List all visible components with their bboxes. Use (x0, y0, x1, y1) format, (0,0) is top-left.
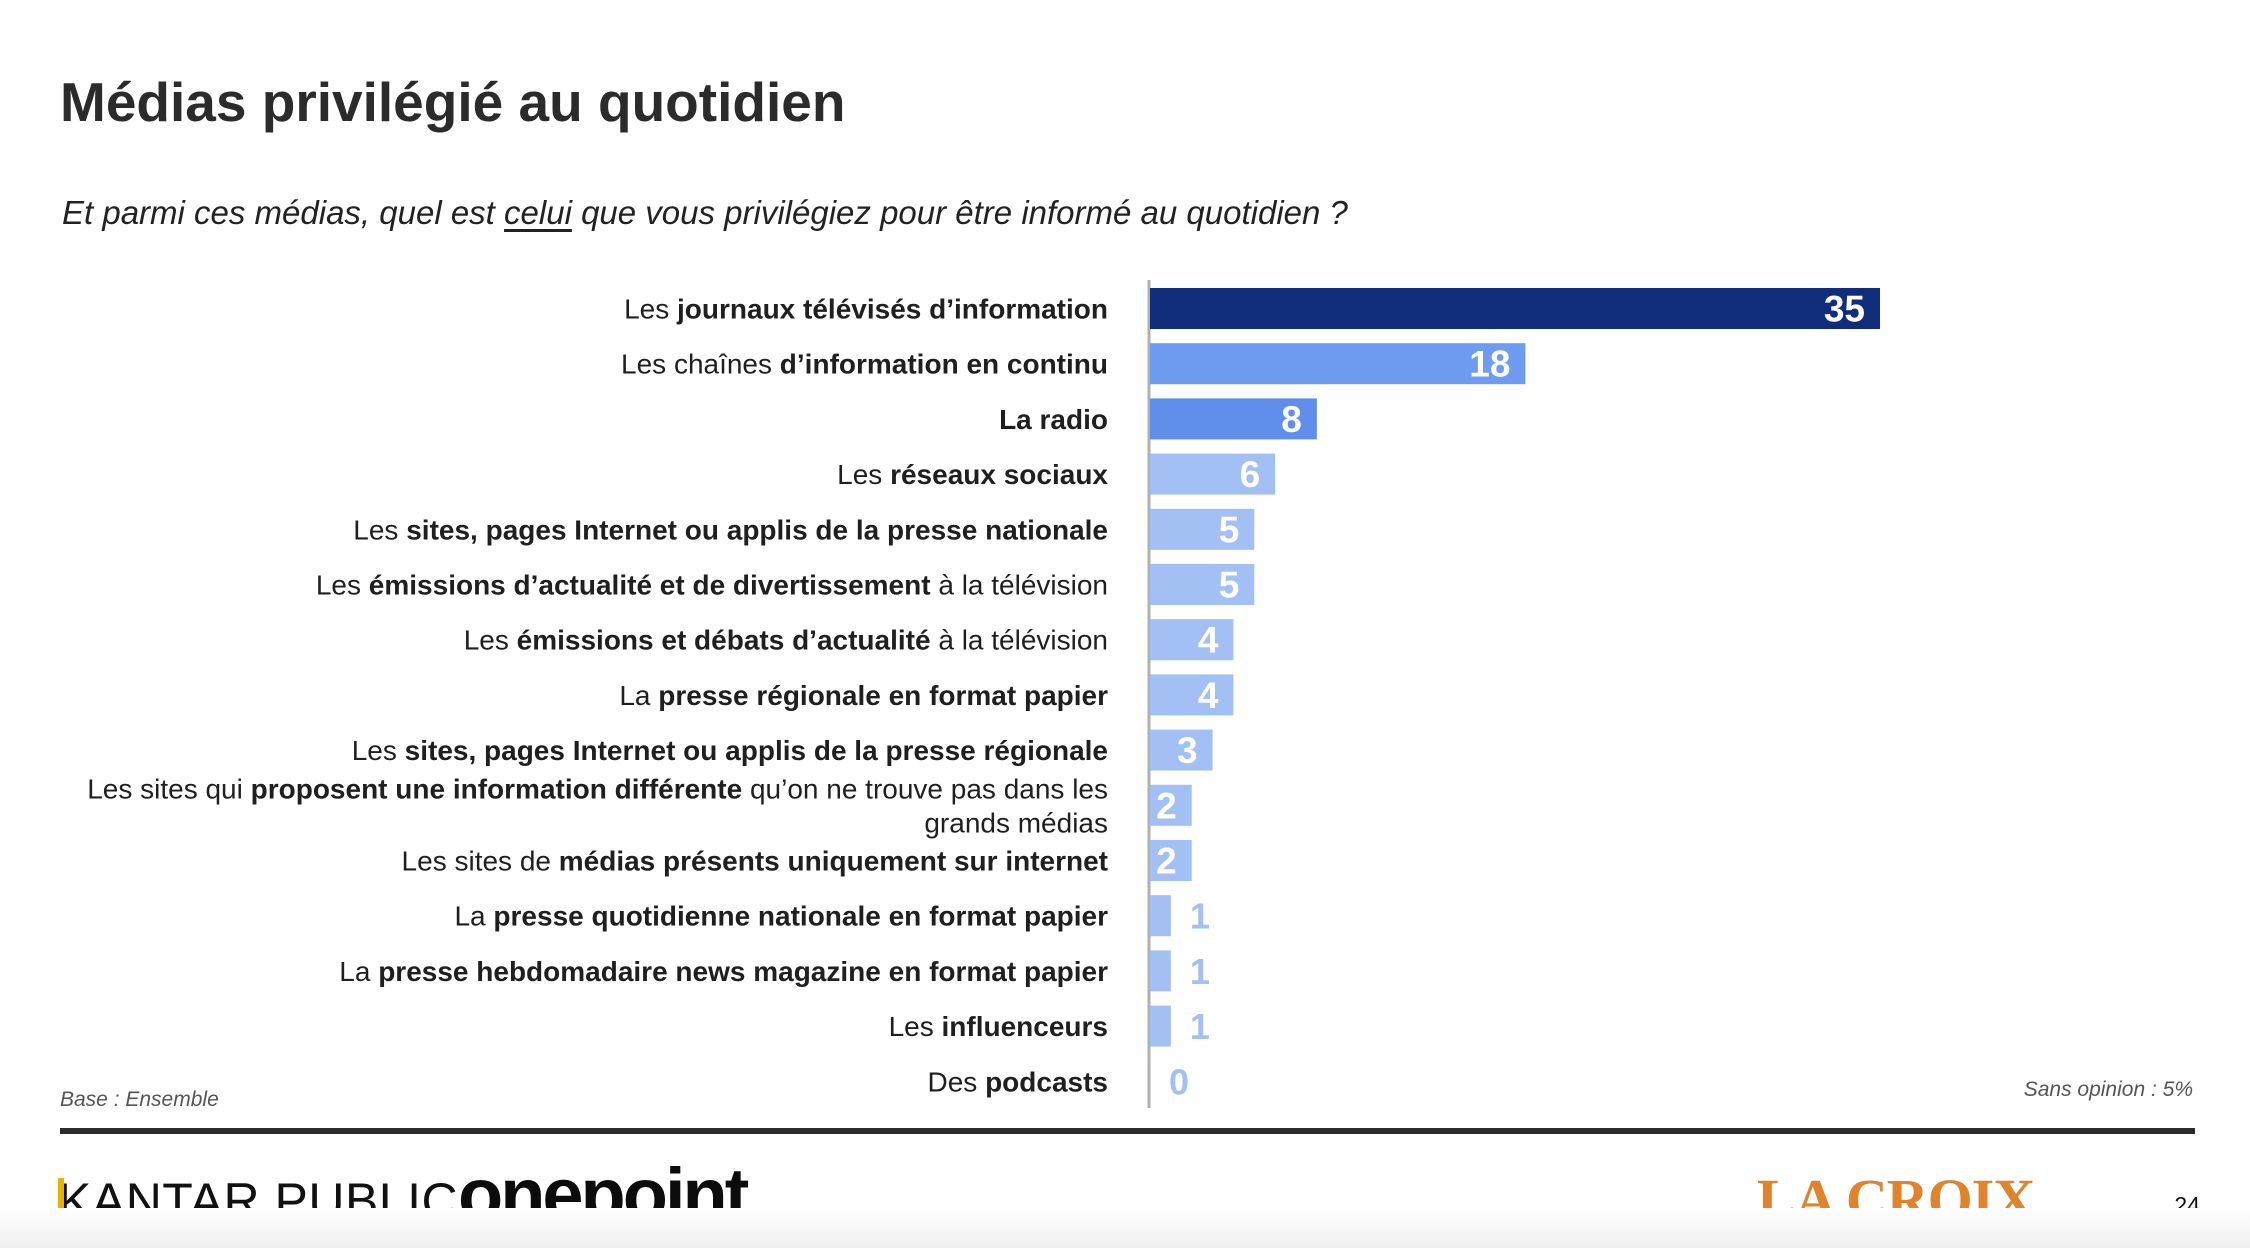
value-label-5: 5 (1219, 509, 1240, 550)
footer-divider (60, 1128, 2195, 1134)
category-label-11: Les sites de médias présents uniquement … (402, 846, 1108, 877)
survey-question: Et parmi ces médias, quel est celui que … (62, 194, 1348, 232)
category-label-part: La (454, 901, 493, 932)
category-label-14: Les influenceurs (889, 1011, 1108, 1042)
category-label-part: Les (352, 735, 405, 766)
bar-6 (1150, 564, 1255, 605)
category-label-part: La (339, 956, 378, 987)
bar-3 (1150, 398, 1317, 440)
category-label-part: médias présents uniquement sur internet (559, 846, 1108, 877)
bar-9 (1150, 729, 1213, 771)
value-label-13: 1 (1190, 951, 1210, 992)
category-label-part: sites, pages Internet ou applis de la pr… (405, 735, 1108, 766)
category-label-part: Les (889, 1011, 942, 1042)
category-label-part: à la télévision (931, 625, 1108, 656)
category-label-part: Les (353, 514, 406, 545)
category-label-10: Les sites qui proposent une information … (87, 773, 1108, 804)
category-label-part: Les sites de (402, 846, 559, 877)
category-label-part: proposent une information différente (251, 773, 743, 804)
category-label-5: Les sites, pages Internet ou applis de l… (353, 514, 1108, 545)
category-label-10-line2: grands médias (924, 807, 1108, 838)
value-label-6: 5 (1219, 565, 1240, 606)
bar-2 (1150, 343, 1526, 385)
category-label-4: Les réseaux sociaux (837, 459, 1108, 490)
bar-14 (1150, 1005, 1171, 1047)
kantar-accent-bar (58, 1178, 64, 1222)
category-label-part: influenceurs (942, 1011, 1108, 1042)
bottom-shadow (0, 1208, 2250, 1248)
value-label-3: 8 (1281, 399, 1302, 440)
bar-1 (1150, 288, 1880, 329)
bar-13 (1150, 950, 1171, 992)
category-label-2: Les chaînes d’information en continu (621, 349, 1108, 380)
bar-7 (1150, 619, 1234, 661)
category-label-part: Les sites qui (87, 773, 250, 804)
category-label-1: Les journaux télévisés d’information (624, 294, 1108, 325)
category-label-part: Les (464, 625, 517, 656)
value-label-12: 1 (1190, 896, 1210, 937)
category-label-part: émissions d’actualité et de divertisseme… (369, 570, 931, 601)
question-text-start: Et parmi ces médias, quel est (62, 194, 505, 231)
question-text-end: que vous privilégiez pour être informé a… (571, 194, 1348, 231)
category-label-part: La radio (999, 404, 1108, 435)
value-label-4: 6 (1240, 454, 1261, 495)
value-label-15: 0 (1169, 1061, 1189, 1102)
base-note: Base : Ensemble (60, 1088, 219, 1111)
bar-10 (1150, 784, 1192, 826)
value-label-2: 18 (1469, 344, 1510, 385)
category-label-part: sites, pages Internet ou applis de la pr… (406, 514, 1108, 545)
category-label-12: La presse quotidienne nationale en forma… (454, 901, 1108, 932)
category-label-15: Des podcasts (927, 1066, 1108, 1097)
sans-opinion-note: Sans opinion : 5% (2023, 1078, 2193, 1101)
category-label-part: presse hebdomadaire news magazine en for… (378, 956, 1108, 987)
category-label-part: La (619, 680, 658, 711)
category-label-part: Des (927, 1066, 985, 1097)
category-label-part: presse régionale en format papier (658, 680, 1108, 711)
category-label-part: réseaux sociaux (890, 459, 1108, 490)
value-label-7: 4 (1198, 620, 1219, 661)
page-title: Médias privilégié au quotidien (60, 71, 846, 133)
category-label-6: Les émissions d’actualité et de divertis… (316, 570, 1108, 601)
category-label-3: La radio (999, 404, 1108, 435)
category-label-part: Les (624, 294, 677, 325)
value-label-1: 35 (1824, 289, 1865, 330)
category-label-part: Les (316, 570, 369, 601)
category-label-part: podcasts (985, 1066, 1108, 1097)
category-label-part: d’information en continu (780, 349, 1108, 380)
category-label-7: Les émissions et débats d’actualité à la… (464, 625, 1108, 656)
category-label-part: grands médias (924, 807, 1108, 838)
question-text-underlined: celui (504, 194, 572, 231)
category-label-part: à la télévision (931, 570, 1108, 601)
value-label-9: 3 (1177, 730, 1198, 771)
bar-8 (1150, 674, 1234, 716)
category-label-part: Les chaînes (621, 349, 780, 380)
category-label-part: qu’on ne trouve pas dans les (742, 773, 1108, 804)
category-label-part: presse quotidienne nationale en format p… (493, 901, 1108, 932)
category-label-8: La presse régionale en format papier (619, 680, 1108, 711)
value-label-14: 1 (1190, 1006, 1210, 1047)
value-label-11: 2 (1156, 841, 1177, 882)
bar-12 (1150, 895, 1171, 937)
bar-11 (1150, 840, 1192, 881)
category-label-part: Les (837, 459, 890, 490)
category-label-part: journaux télévisés d’information (676, 294, 1108, 325)
value-label-10: 2 (1156, 785, 1177, 826)
category-label-9: Les sites, pages Internet ou applis de l… (352, 735, 1108, 766)
bar-5 (1150, 508, 1255, 550)
category-label-13: La presse hebdomadaire news magazine en … (339, 956, 1108, 987)
bar-4 (1150, 453, 1276, 495)
category-label-part: émissions et débats d’actualité (517, 625, 931, 656)
value-label-8: 4 (1198, 675, 1219, 716)
